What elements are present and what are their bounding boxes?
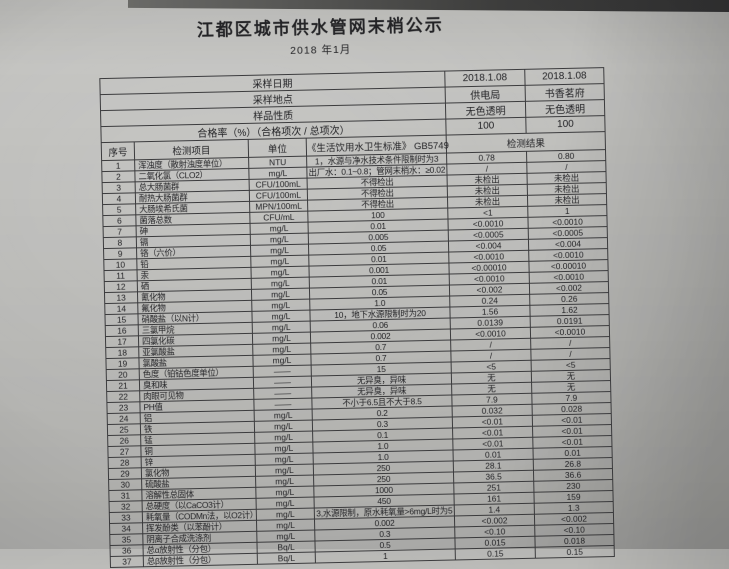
cell-unit: Bq/L <box>257 552 316 565</box>
cell-item: 总β放射性（分包） <box>143 553 258 567</box>
info-row-value: 100 <box>525 115 606 134</box>
info-row-value: 供电局 <box>445 85 526 104</box>
cell-index: 7 <box>103 225 137 238</box>
cell-index: 27 <box>107 445 142 458</box>
cell-index: 2 <box>101 170 136 183</box>
cell-index: 20 <box>106 368 140 381</box>
cell-index: 1 <box>101 159 135 172</box>
cell-index: 16 <box>105 324 139 337</box>
cell-index: 34 <box>109 522 143 535</box>
cell-index: 36 <box>110 544 144 557</box>
cell-standard: 1 <box>315 548 456 564</box>
cell-index: 17 <box>105 335 139 348</box>
cell-index: 22 <box>106 390 140 403</box>
paper-document: 江都区城市供水管网末梢公示 2018 年1月 采样日期 2018.1.08 2018… <box>98 0 616 568</box>
cell-index: 29 <box>108 467 142 480</box>
cell-index: 11 <box>104 269 138 282</box>
cell-result-1: 0.15 <box>455 547 536 560</box>
cell-index: 23 <box>106 401 141 414</box>
info-row-value: 2018.1.08 <box>524 67 605 86</box>
cell-index: 5 <box>102 203 136 216</box>
cell-index: 13 <box>104 291 138 304</box>
cell-index: 12 <box>104 280 138 293</box>
cell-index: 21 <box>106 379 140 392</box>
cell-index: 25 <box>107 423 141 436</box>
cell-index: 15 <box>104 313 139 326</box>
info-row-value: 无色透明 <box>445 101 526 120</box>
cell-index: 10 <box>103 258 138 271</box>
cell-index: 30 <box>108 478 142 491</box>
cell-index: 6 <box>102 214 137 227</box>
col-header-unit: 单位 <box>248 138 307 158</box>
cell-unit: CFU/100mL <box>249 178 308 191</box>
cell-index: 18 <box>105 346 139 359</box>
cell-index: 3 <box>102 181 136 194</box>
cell-index: 31 <box>108 489 143 502</box>
col-header-index: 序号 <box>101 141 135 161</box>
cell-result-2: 0.15 <box>535 545 615 559</box>
cell-index: 37 <box>110 555 144 568</box>
cell-index: 14 <box>104 302 138 315</box>
cell-index: 26 <box>107 434 141 447</box>
cell-index: 28 <box>108 456 142 469</box>
cell-index: 4 <box>102 192 136 205</box>
cell-index: 19 <box>105 357 140 370</box>
cell-index: 24 <box>107 412 141 425</box>
info-rows: 采样日期 2018.1.08 2018.1.08 采样地点 供电局 书香茗府 样品性质 无色透… <box>99 67 606 143</box>
info-row-value: 无色透明 <box>525 99 605 118</box>
data-rows: 1 浑浊度（散射浊度单位） NTU 1，水源与净水技术条件限制时为3 0.78 0.80 2… <box>101 149 615 568</box>
info-row-value: 100 <box>445 117 527 136</box>
cell-index: 9 <box>103 247 137 260</box>
info-row-value: 2018.1.08 <box>444 69 526 88</box>
cell-index: 8 <box>103 236 137 249</box>
report-header: 江都区城市供水管网末梢公示 2018 年1月 <box>68 8 573 63</box>
cell-unit: CFU/100mL <box>249 189 308 202</box>
report-table: 采样日期 2018.1.08 2018.1.08 采样地点 供电局 书香茗府 样品性质 无色透… <box>99 67 615 568</box>
cell-index: 32 <box>109 500 143 513</box>
info-row-value: 书香茗府 <box>525 83 605 102</box>
cell-index: 33 <box>109 511 143 524</box>
cell-unit: MPN/100mL <box>249 200 308 213</box>
cell-index: 35 <box>109 533 144 546</box>
